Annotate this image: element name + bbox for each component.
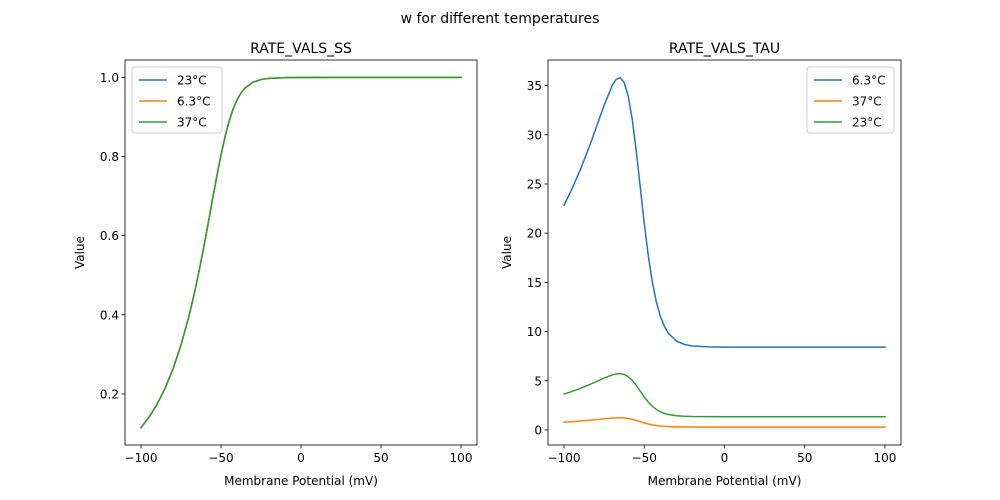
subplot-rate-vals-ss: RATE_VALS_SS −100 −50 0 50 100 0.2 0.4 0.6 0.8 1.0… xyxy=(73,41,478,488)
legend-entry-label: 37°C xyxy=(177,116,207,130)
legend-entry-label: 6.3°C xyxy=(177,95,210,109)
series-line-37Cc xyxy=(563,417,886,428)
x-tick-label: 0 xyxy=(297,451,305,465)
y-tick-label: 35 xyxy=(527,79,542,93)
y-axis-label: Value xyxy=(500,236,514,269)
y-tick-label: 0.6 xyxy=(100,229,119,243)
y-tick-label: 0.8 xyxy=(100,150,119,164)
legend: 6.3°C 37°C 23°C xyxy=(806,66,895,134)
x-tick-label: 0 xyxy=(721,451,729,465)
series-group xyxy=(563,76,886,428)
x-tick-label: 100 xyxy=(450,451,473,465)
y-tick-label: 0 xyxy=(534,423,542,437)
y-tick-label: 5 xyxy=(534,374,542,388)
y-tick-label: 30 xyxy=(527,128,542,142)
y-tick-label: 20 xyxy=(527,227,542,241)
y-tick-label: 10 xyxy=(527,325,542,339)
x-tick-label: 50 xyxy=(373,451,388,465)
legend-box xyxy=(806,66,895,134)
x-tick-label: −100 xyxy=(548,451,581,465)
legend-box xyxy=(131,66,223,134)
y-tick-label: 15 xyxy=(527,276,542,290)
y-tick-label: 1.0 xyxy=(100,71,119,85)
legend-entry-label: 23°C xyxy=(852,116,882,130)
y-tick-label: 0.2 xyxy=(100,387,119,401)
series-line-23Cc xyxy=(563,372,886,418)
x-tick-label: −100 xyxy=(125,451,158,465)
x-tick-label: −50 xyxy=(208,451,233,465)
legend: 23°C 6.3°C 37°C xyxy=(131,66,223,134)
legend-entry-label: 37°C xyxy=(852,95,882,109)
subplot-title: RATE_VALS_SS xyxy=(250,41,352,57)
x-tick-label: −50 xyxy=(632,451,657,465)
series-line-37Cc xyxy=(139,76,462,429)
x-tick-label: 50 xyxy=(797,451,812,465)
legend-entry-label: 6.3°C xyxy=(852,74,885,88)
y-tick-label: 25 xyxy=(527,177,542,191)
y-tick-label: 0.4 xyxy=(100,308,119,322)
x-axis-label: Membrane Potential (mV) xyxy=(224,474,378,488)
series-group xyxy=(139,76,462,429)
x-tick-label: 100 xyxy=(874,451,897,465)
legend-entry-label: 23°C xyxy=(177,74,207,88)
series-line-6-3Cc xyxy=(563,76,886,348)
figure-title: w for different temperatures xyxy=(401,11,600,27)
subplot-title: RATE_VALS_TAU xyxy=(669,41,780,57)
x-axis-label: Membrane Potential (mV) xyxy=(648,474,802,488)
subplot-rate-vals-tau: RATE_VALS_TAU −100 −50 0 50 100 0 5 10 15 20 25 30 35… xyxy=(500,41,902,488)
y-axis-label: Value xyxy=(73,236,87,269)
